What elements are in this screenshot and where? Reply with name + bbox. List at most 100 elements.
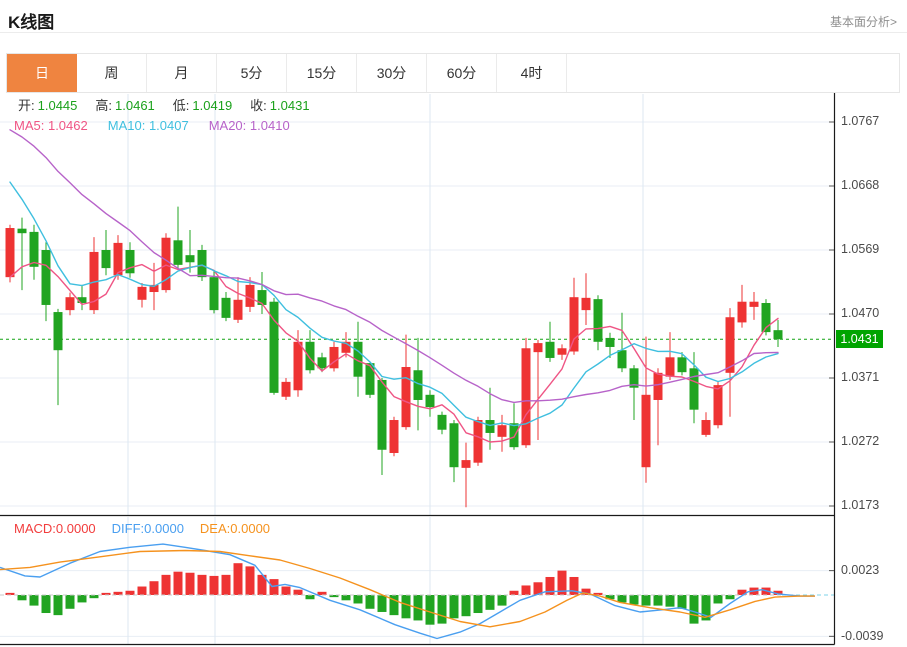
macd-bar	[689, 595, 699, 624]
macd-bar	[509, 590, 519, 595]
macd-bar	[269, 579, 279, 595]
tab-period-5min[interactable]: 5分	[217, 54, 287, 92]
candle-body	[497, 425, 507, 437]
tab-period-day[interactable]: 日	[7, 54, 77, 92]
candle-body	[17, 228, 27, 234]
candle-body	[77, 297, 87, 304]
candle-body	[125, 250, 135, 274]
candle-body	[209, 277, 219, 311]
macd-bar	[377, 595, 387, 612]
macd-histogram	[5, 563, 783, 625]
tab-period-4hour[interactable]: 4时	[497, 54, 567, 92]
macd-bar	[245, 566, 255, 595]
candle-body	[41, 250, 51, 305]
macd-bar	[629, 595, 639, 605]
macd-bar	[173, 571, 183, 595]
ma10-line	[9, 181, 779, 427]
candle-body	[257, 290, 267, 305]
price-axis-label: 1.0371	[841, 370, 880, 384]
macd-bar	[437, 595, 447, 624]
candle-body	[377, 379, 387, 450]
ma10-legend: MA10: 1.0407	[107, 118, 189, 133]
tabbar-filler	[567, 54, 899, 92]
ma5-legend: MA5: 1.0462	[14, 118, 88, 133]
candle-body	[701, 420, 711, 435]
candle-body	[101, 250, 111, 269]
candle-body	[389, 420, 399, 453]
macd-bar	[53, 595, 63, 616]
dea-line	[0, 549, 815, 628]
candle-body	[317, 357, 327, 369]
main-chart-plot-area[interactable]	[0, 94, 834, 515]
tab-period-60min[interactable]: 60分	[427, 54, 497, 92]
macd-bar	[77, 595, 87, 603]
price-axis-label: 1.0767	[841, 114, 880, 128]
candle-body	[653, 372, 663, 400]
macd-bar	[545, 576, 555, 595]
macd-bar	[305, 595, 315, 600]
axis-frame	[0, 90, 836, 646]
macd-bar	[185, 572, 195, 595]
price-axis-label: 1.0173	[841, 498, 880, 512]
candle-body	[641, 394, 651, 468]
candle-body	[725, 317, 735, 373]
candle-body	[605, 337, 615, 347]
candle-body	[533, 343, 543, 353]
candle-body	[761, 303, 771, 333]
tab-period-30min[interactable]: 30分	[357, 54, 427, 92]
candle-body	[449, 423, 459, 468]
price-axis-label: 1.0470	[841, 306, 880, 320]
price-axis-label: 1.0569	[841, 242, 880, 256]
candle-body	[713, 385, 723, 426]
candle-body	[269, 301, 279, 393]
candle-body	[593, 299, 603, 342]
macd-bar	[317, 591, 327, 595]
candle-body	[137, 286, 147, 300]
macd-bar	[641, 595, 651, 606]
ohlc-high-value: 1.0461	[115, 98, 155, 113]
candle-body	[401, 367, 411, 428]
candle-body	[53, 312, 63, 351]
candle-body	[677, 357, 687, 373]
macd-bar	[41, 595, 51, 614]
candle-body	[173, 240, 183, 265]
ohlc-open-value: 1.0445	[37, 98, 78, 113]
macd-bar	[353, 595, 363, 604]
macd-bar	[329, 595, 339, 598]
tab-period-month[interactable]: 月	[147, 54, 217, 92]
macd-bar	[473, 595, 483, 614]
candle-body	[329, 346, 339, 369]
macd-bar	[701, 595, 711, 621]
title-divider	[0, 32, 907, 33]
macd-bar	[569, 576, 579, 595]
macd-bar	[281, 586, 291, 595]
candle-body	[557, 348, 567, 355]
ohlc-high: 高: 1.0461	[95, 98, 154, 114]
macd-bar	[125, 590, 135, 595]
macd-bar	[161, 574, 171, 595]
candle-body	[113, 242, 123, 276]
macd-value-legend: MACD:0.0000	[14, 521, 96, 536]
macd-bar	[593, 592, 603, 595]
macd-bar	[17, 595, 27, 601]
tab-period-week[interactable]: 周	[77, 54, 147, 92]
price-axis-label: 1.0272	[841, 434, 880, 448]
macd-bar	[557, 570, 567, 595]
macd-bar	[137, 586, 147, 595]
ohlc-low-value: 1.0419	[192, 98, 233, 113]
macd-bar	[401, 595, 411, 619]
ohlc-close: 收: 1.0431	[250, 98, 309, 114]
candle-body	[629, 368, 639, 388]
macd-bar	[485, 595, 495, 610]
ma20-legend: MA20: 1.0410	[208, 118, 290, 133]
candle-body	[461, 460, 471, 468]
diff-value-legend: DIFF:0.0000	[111, 521, 184, 536]
macd-bar	[725, 595, 735, 600]
tab-period-15min[interactable]: 15分	[287, 54, 357, 92]
page-title: K线图	[8, 13, 55, 32]
fundamental-analysis-link[interactable]: 基本面分析>	[829, 15, 897, 29]
macd-bar	[713, 595, 723, 604]
ohlc-bar: 开: 1.0445 高: 1.0461 低: 1.0419 收: 1.0431	[18, 98, 310, 114]
ma20-line	[9, 129, 779, 404]
candle-body	[365, 363, 375, 395]
